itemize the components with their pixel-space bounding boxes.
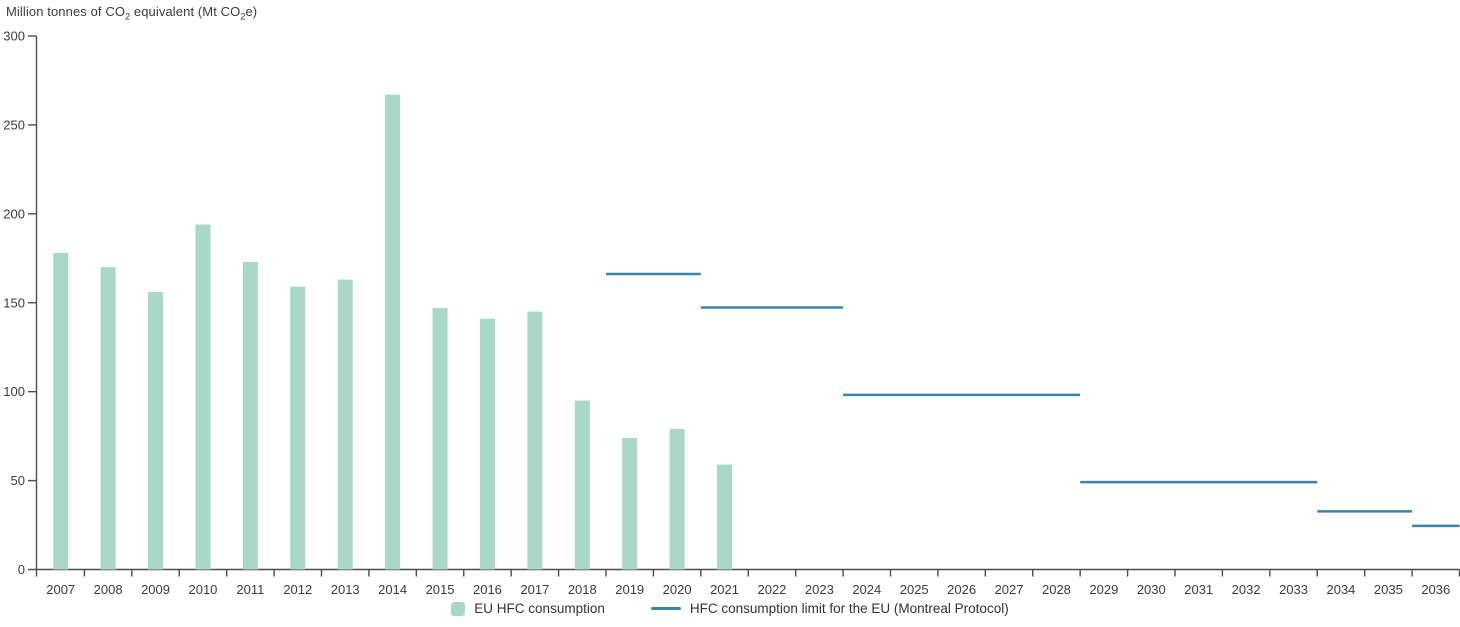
- x-axis-tick-label: 2009: [141, 582, 170, 597]
- y-axis-tick-label: 0: [18, 562, 25, 577]
- bar-2017[interactable]: [527, 311, 543, 570]
- legend-item-eu-hfc-consumption[interactable]: EU HFC consumption: [451, 601, 605, 616]
- x-axis-tick-label: 2035: [1374, 582, 1403, 597]
- x-axis-tick-label: 2013: [331, 582, 360, 597]
- x-axis-tick-label: 2012: [283, 582, 312, 597]
- bar-2012[interactable]: [290, 286, 306, 570]
- x-axis-tick-label: 2032: [1232, 582, 1261, 597]
- x-axis-tick-label: 2022: [757, 582, 786, 597]
- x-axis-tick-label: 2025: [900, 582, 929, 597]
- chart-title-subscript: 2: [125, 11, 131, 22]
- bar-2021[interactable]: [717, 464, 733, 570]
- y-axis-tick-label: 150: [3, 295, 25, 310]
- bar-2010[interactable]: [195, 224, 211, 570]
- legend-label-eu-hfc-consumption: EU HFC consumption: [474, 601, 605, 616]
- chart-title-subscript: 2: [240, 11, 246, 22]
- x-axis-tick-label: 2008: [94, 582, 123, 597]
- x-axis-tick-label: 2036: [1421, 582, 1450, 597]
- bar-2016[interactable]: [479, 318, 495, 570]
- x-axis-tick-label: 2026: [947, 582, 976, 597]
- x-axis-tick-label: 2015: [426, 582, 455, 597]
- bar-2011[interactable]: [242, 261, 258, 570]
- x-axis-tick-label: 2011: [236, 582, 264, 597]
- bar-2018[interactable]: [574, 400, 590, 570]
- bar-2014[interactable]: [385, 94, 401, 570]
- x-axis-tick-label: 2007: [46, 582, 75, 597]
- x-axis-tick-label: 2024: [852, 582, 881, 597]
- bar-2007[interactable]: [53, 252, 69, 570]
- legend-item-hfc-limit[interactable]: HFC consumption limit for the EU (Montre…: [650, 601, 1009, 616]
- x-axis-tick-label: 2023: [805, 582, 834, 597]
- chart-legend: EU HFC consumption HFC consumption limit…: [0, 601, 1460, 616]
- x-axis-tick-label: 2010: [188, 582, 217, 597]
- y-axis-tick-label: 250: [3, 117, 25, 132]
- y-axis-tick-label: 50: [11, 473, 25, 488]
- x-axis-tick-label: 2020: [663, 582, 692, 597]
- bar-2019[interactable]: [622, 437, 638, 570]
- bar-2015[interactable]: [432, 308, 448, 570]
- y-axis-tick-label: 100: [3, 384, 25, 399]
- x-axis-tick-label: 2031: [1184, 582, 1213, 597]
- x-axis-tick-label: 2016: [473, 582, 502, 597]
- x-axis-tick-label: 2017: [520, 582, 549, 597]
- y-axis-tick-label: 200: [3, 206, 25, 221]
- bar-2008[interactable]: [100, 267, 116, 570]
- chart-title: Million tonnes of CO2 equivalent (Mt CO2…: [6, 4, 258, 22]
- chart-title-text: e): [245, 4, 258, 19]
- x-axis-tick-label: 2033: [1279, 582, 1308, 597]
- x-axis-tick-label: 2014: [378, 582, 407, 597]
- chart-title-text: equivalent (Mt CO: [130, 4, 241, 19]
- x-axis-tick-label: 2034: [1326, 582, 1355, 597]
- x-axis-tick-label: 2019: [615, 582, 644, 597]
- chart-title-text: Million tonnes of CO: [6, 4, 126, 19]
- line-swatch-icon: [650, 607, 681, 610]
- bar-2013[interactable]: [337, 279, 353, 570]
- y-axis-tick-label: 300: [3, 29, 25, 44]
- bar-2009[interactable]: [148, 292, 164, 570]
- legend-label-hfc-limit: HFC consumption limit for the EU (Montre…: [689, 601, 1009, 616]
- x-axis-tick-label: 2021: [710, 582, 739, 597]
- x-axis-tick-label: 2018: [568, 582, 597, 597]
- x-axis-tick-label: 2029: [1089, 582, 1118, 597]
- x-axis-tick-label: 2027: [995, 582, 1024, 597]
- x-axis-tick-label: 2028: [1042, 582, 1071, 597]
- bar-swatch-icon: [451, 601, 466, 616]
- bar-2020[interactable]: [669, 429, 685, 570]
- x-axis-tick-label: 2030: [1137, 582, 1166, 597]
